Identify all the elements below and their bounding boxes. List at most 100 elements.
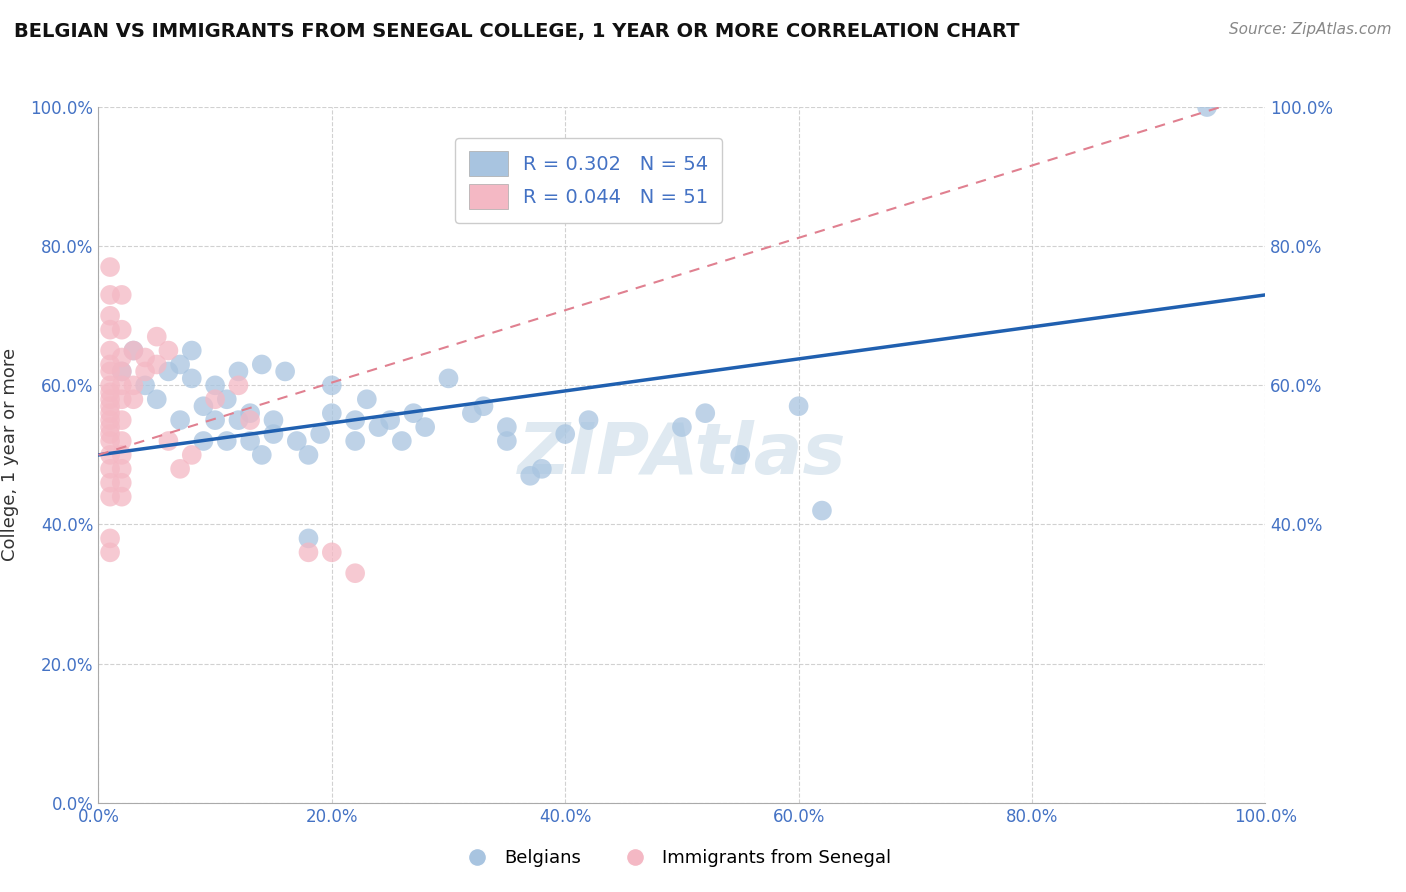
Point (169, 462, 191, 476)
Point (98, 378, 121, 392)
Point (811, 503, 834, 517)
Point (262, 427, 284, 442)
Point (472, 399, 495, 413)
Point (356, 392, 378, 407)
Point (391, 434, 413, 448)
Point (321, 545, 343, 559)
Point (297, 545, 319, 559)
Point (98, 358, 121, 372)
Point (98, 392, 121, 407)
Point (98, 462, 121, 476)
Point (239, 413, 262, 427)
Point (730, 448, 752, 462)
Point (98, 532, 121, 546)
Point (122, 378, 145, 392)
Point (98, 323, 121, 337)
Point (695, 204, 717, 219)
Point (554, 427, 576, 442)
Point (98, 288, 121, 302)
Point (671, 420, 693, 434)
Point (215, 392, 238, 407)
Point (495, 420, 517, 434)
Point (122, 343, 145, 358)
Point (157, 434, 180, 448)
Point (98, 364, 121, 378)
Point (98, 434, 121, 448)
Point (169, 413, 191, 427)
Point (98, 475, 121, 490)
Point (111, 413, 134, 427)
Point (111, 323, 134, 337)
Point (122, 392, 145, 407)
Point (111, 490, 134, 504)
Point (98, 420, 121, 434)
Point (215, 434, 238, 448)
Point (578, 413, 600, 427)
Point (98, 260, 121, 274)
Point (146, 392, 169, 407)
Text: BELGIAN VS IMMIGRANTS FROM SENEGAL COLLEGE, 1 YEAR OR MORE CORRELATION CHART: BELGIAN VS IMMIGRANTS FROM SENEGAL COLLE… (14, 22, 1019, 41)
Point (344, 434, 367, 448)
Point (111, 448, 134, 462)
Legend: Belgians, Immigrants from Senegal: Belgians, Immigrants from Senegal (451, 842, 898, 874)
Point (98, 490, 121, 504)
Point (134, 351, 156, 365)
Point (437, 371, 460, 385)
Point (262, 413, 284, 427)
Text: ZIPAtlas: ZIPAtlas (517, 420, 846, 490)
Point (180, 343, 202, 358)
Point (98, 399, 121, 413)
Point (134, 364, 156, 378)
Point (461, 406, 484, 420)
Point (146, 358, 169, 372)
Point (111, 475, 134, 490)
Point (111, 364, 134, 378)
Point (344, 566, 367, 581)
Point (134, 378, 156, 392)
Point (495, 434, 517, 448)
Point (98, 427, 121, 442)
Point (367, 420, 389, 434)
Point (122, 343, 145, 358)
Point (413, 420, 436, 434)
Point (321, 406, 343, 420)
Point (111, 434, 134, 448)
Point (787, 399, 810, 413)
Point (204, 413, 226, 427)
Point (98, 385, 121, 400)
Point (111, 462, 134, 476)
Point (157, 343, 180, 358)
Point (98, 406, 121, 420)
Point (274, 364, 297, 378)
Point (228, 413, 250, 427)
Point (204, 392, 226, 407)
Point (98, 545, 121, 559)
Point (250, 358, 273, 372)
Point (111, 364, 134, 378)
Point (402, 406, 425, 420)
Point (169, 358, 191, 372)
Point (180, 448, 202, 462)
Legend: R = 0.302   N = 54, R = 0.044   N = 51: R = 0.302 N = 54, R = 0.044 N = 51 (456, 137, 721, 223)
Point (285, 434, 308, 448)
Point (378, 413, 402, 427)
Point (111, 288, 134, 302)
Point (193, 434, 215, 448)
Point (204, 378, 226, 392)
Point (344, 413, 367, 427)
Point (228, 364, 250, 378)
Point (98, 448, 121, 462)
Point (309, 427, 332, 442)
Point (297, 532, 319, 546)
Point (239, 406, 262, 420)
Point (297, 448, 319, 462)
Point (519, 468, 541, 483)
Point (239, 434, 262, 448)
Point (250, 448, 273, 462)
Point (111, 392, 134, 407)
Point (111, 351, 134, 365)
Point (111, 378, 134, 392)
Point (530, 462, 553, 476)
Text: Source: ZipAtlas.com: Source: ZipAtlas.com (1229, 22, 1392, 37)
Point (193, 399, 215, 413)
